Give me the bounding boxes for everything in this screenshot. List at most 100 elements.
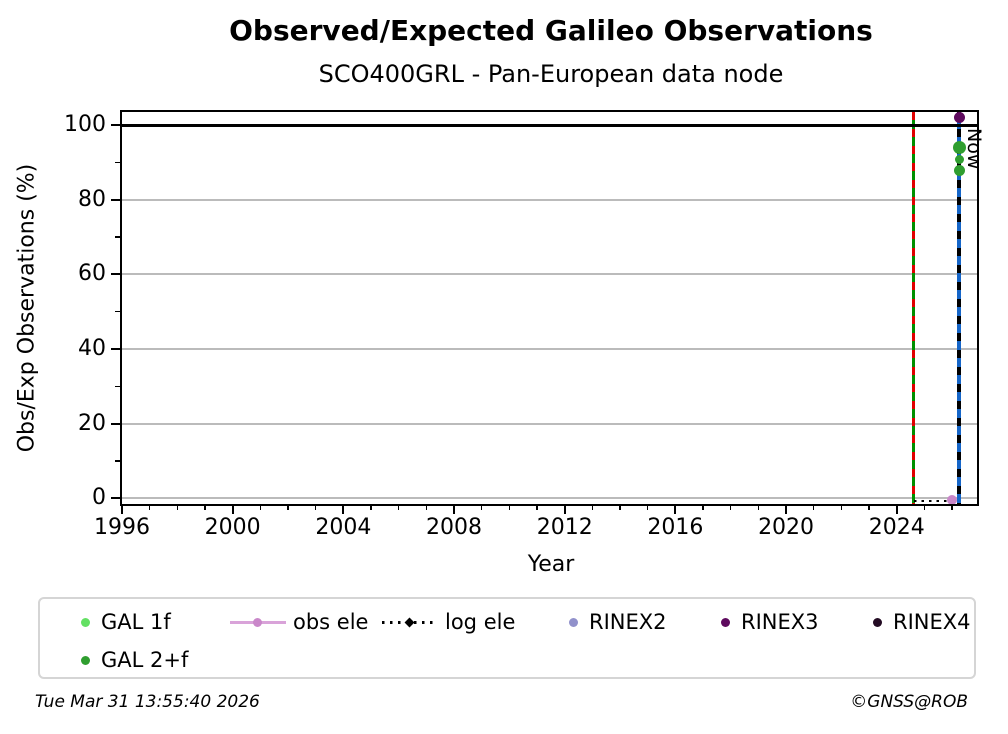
legend-item-gal-2-f: GAL 2+f <box>76 645 230 675</box>
legend-dotted-line-icon <box>382 615 438 629</box>
x-minor-tick <box>314 505 317 510</box>
x-tick-label: 2016 <box>647 515 704 540</box>
legend-label: GAL 1f <box>101 610 171 634</box>
legend-column: RINEX3 <box>716 607 868 675</box>
y-minor-tick <box>115 460 120 462</box>
x-minor-tick <box>287 505 289 510</box>
x-major-tick <box>785 505 788 514</box>
legend-item-rinex3: RINEX3 <box>716 607 868 637</box>
ref-line-expected-100-percent <box>122 123 977 128</box>
x-minor-tick <box>591 505 594 510</box>
now-line-label: Now <box>963 128 985 170</box>
footer-timestamp: Tue Mar 31 13:55:40 2026 <box>35 692 260 712</box>
x-minor-tick <box>148 505 151 510</box>
x-minor-tick <box>259 505 262 510</box>
legend-dot-icon <box>76 655 94 665</box>
grid-line-y-60 <box>122 273 977 276</box>
x-minor-tick <box>397 505 400 510</box>
x-tick-label: 2000 <box>204 515 261 540</box>
x-minor-tick <box>204 505 206 510</box>
x-minor-tick <box>425 505 428 510</box>
data-point-gal-2-f <box>952 141 966 155</box>
x-major-tick <box>895 505 898 514</box>
y-tick-label: 40 <box>78 335 106 361</box>
x-tick-label: 2020 <box>758 515 815 540</box>
grid-line-y-80 <box>122 198 977 201</box>
y-major-tick <box>111 198 120 201</box>
x-minor-tick <box>536 505 538 510</box>
footer-credit: ©GNSS@ROB <box>850 692 968 712</box>
legend-label: RINEX3 <box>741 610 819 634</box>
y-tick-label: 20 <box>78 410 106 436</box>
legend-column: log ele <box>382 607 564 675</box>
data-point-gal-2-f <box>954 155 964 165</box>
data-point-obs-ele <box>947 494 958 505</box>
x-minor-tick <box>729 505 732 510</box>
y-tick-label: 80 <box>78 186 106 212</box>
legend-column: RINEX2 <box>564 607 716 675</box>
data-point-gal-2-f <box>953 164 965 176</box>
y-tick-label: 0 <box>92 485 106 511</box>
legend-label: obs ele <box>293 610 369 634</box>
y-major-tick <box>111 347 120 350</box>
x-minor-tick <box>176 505 179 510</box>
x-minor-tick <box>619 505 621 510</box>
x-major-tick <box>121 505 123 514</box>
x-major-tick <box>231 505 234 514</box>
chart-title: Observed/Expected Galileo Observations <box>229 14 873 47</box>
legend-label: RINEX4 <box>893 610 971 634</box>
y-minor-tick <box>115 310 120 313</box>
y-minor-tick <box>115 385 120 387</box>
x-minor-tick <box>923 505 926 510</box>
y-major-tick <box>111 124 120 127</box>
legend-dot-icon <box>564 617 582 627</box>
legend-column: RINEX4 <box>868 607 978 675</box>
legend-dot-icon <box>716 617 734 627</box>
ref-line-now-line <box>957 112 961 504</box>
x-tick-label: 2008 <box>426 515 483 540</box>
data-point-rinex3 <box>953 112 965 124</box>
x-minor-tick <box>508 505 511 510</box>
x-major-tick <box>563 505 566 514</box>
x-minor-tick <box>951 505 953 510</box>
x-major-tick <box>674 505 677 514</box>
legend-dot-icon <box>868 617 886 627</box>
x-minor-tick <box>868 505 870 510</box>
legend-label: log ele <box>445 610 516 634</box>
x-major-tick <box>453 505 456 514</box>
y-minor-tick <box>115 161 120 164</box>
y-tick-label: 100 <box>64 112 106 138</box>
x-tick-label: 2024 <box>868 515 925 540</box>
x-minor-tick <box>646 505 649 510</box>
x-minor-tick <box>757 505 760 510</box>
legend-label: RINEX2 <box>589 610 667 634</box>
x-tick-label: 2004 <box>315 515 372 540</box>
x-tick-label: 2012 <box>536 515 593 540</box>
x-tick-label: 1996 <box>94 515 150 540</box>
x-minor-tick <box>840 505 843 510</box>
y-major-tick <box>111 497 120 500</box>
legend-item-log-ele: log ele <box>382 607 564 637</box>
legend-item-rinex4: RINEX4 <box>868 607 978 637</box>
x-minor-tick <box>702 505 704 510</box>
series-line-log-ele <box>913 499 950 503</box>
legend-column: obs ele <box>230 607 382 675</box>
legend: GAL 1f GAL 2+f obs ele log ele RINEX2 RINEX3 R… <box>38 597 976 679</box>
grid-line-y-40 <box>122 347 977 350</box>
legend-item-obs-ele: obs ele <box>230 607 382 637</box>
legend-item-rinex2: RINEX2 <box>564 607 716 637</box>
legend-columns: GAL 1f GAL 2+f obs ele log ele RINEX2 RINEX3 R… <box>40 599 974 675</box>
chart-subtitle: SCO400GRL - Pan-European data node <box>318 60 784 88</box>
legend-dot-icon <box>76 617 94 627</box>
y-major-tick <box>111 422 120 425</box>
grid-line-y-0 <box>122 497 977 500</box>
grid-line-y-20 <box>122 422 977 425</box>
y-major-tick <box>111 273 120 276</box>
x-minor-tick <box>480 505 483 510</box>
x-minor-tick <box>812 505 815 510</box>
x-minor-tick <box>370 505 372 510</box>
legend-label: GAL 2+f <box>101 648 189 672</box>
legend-line-dot-icon <box>230 615 286 629</box>
